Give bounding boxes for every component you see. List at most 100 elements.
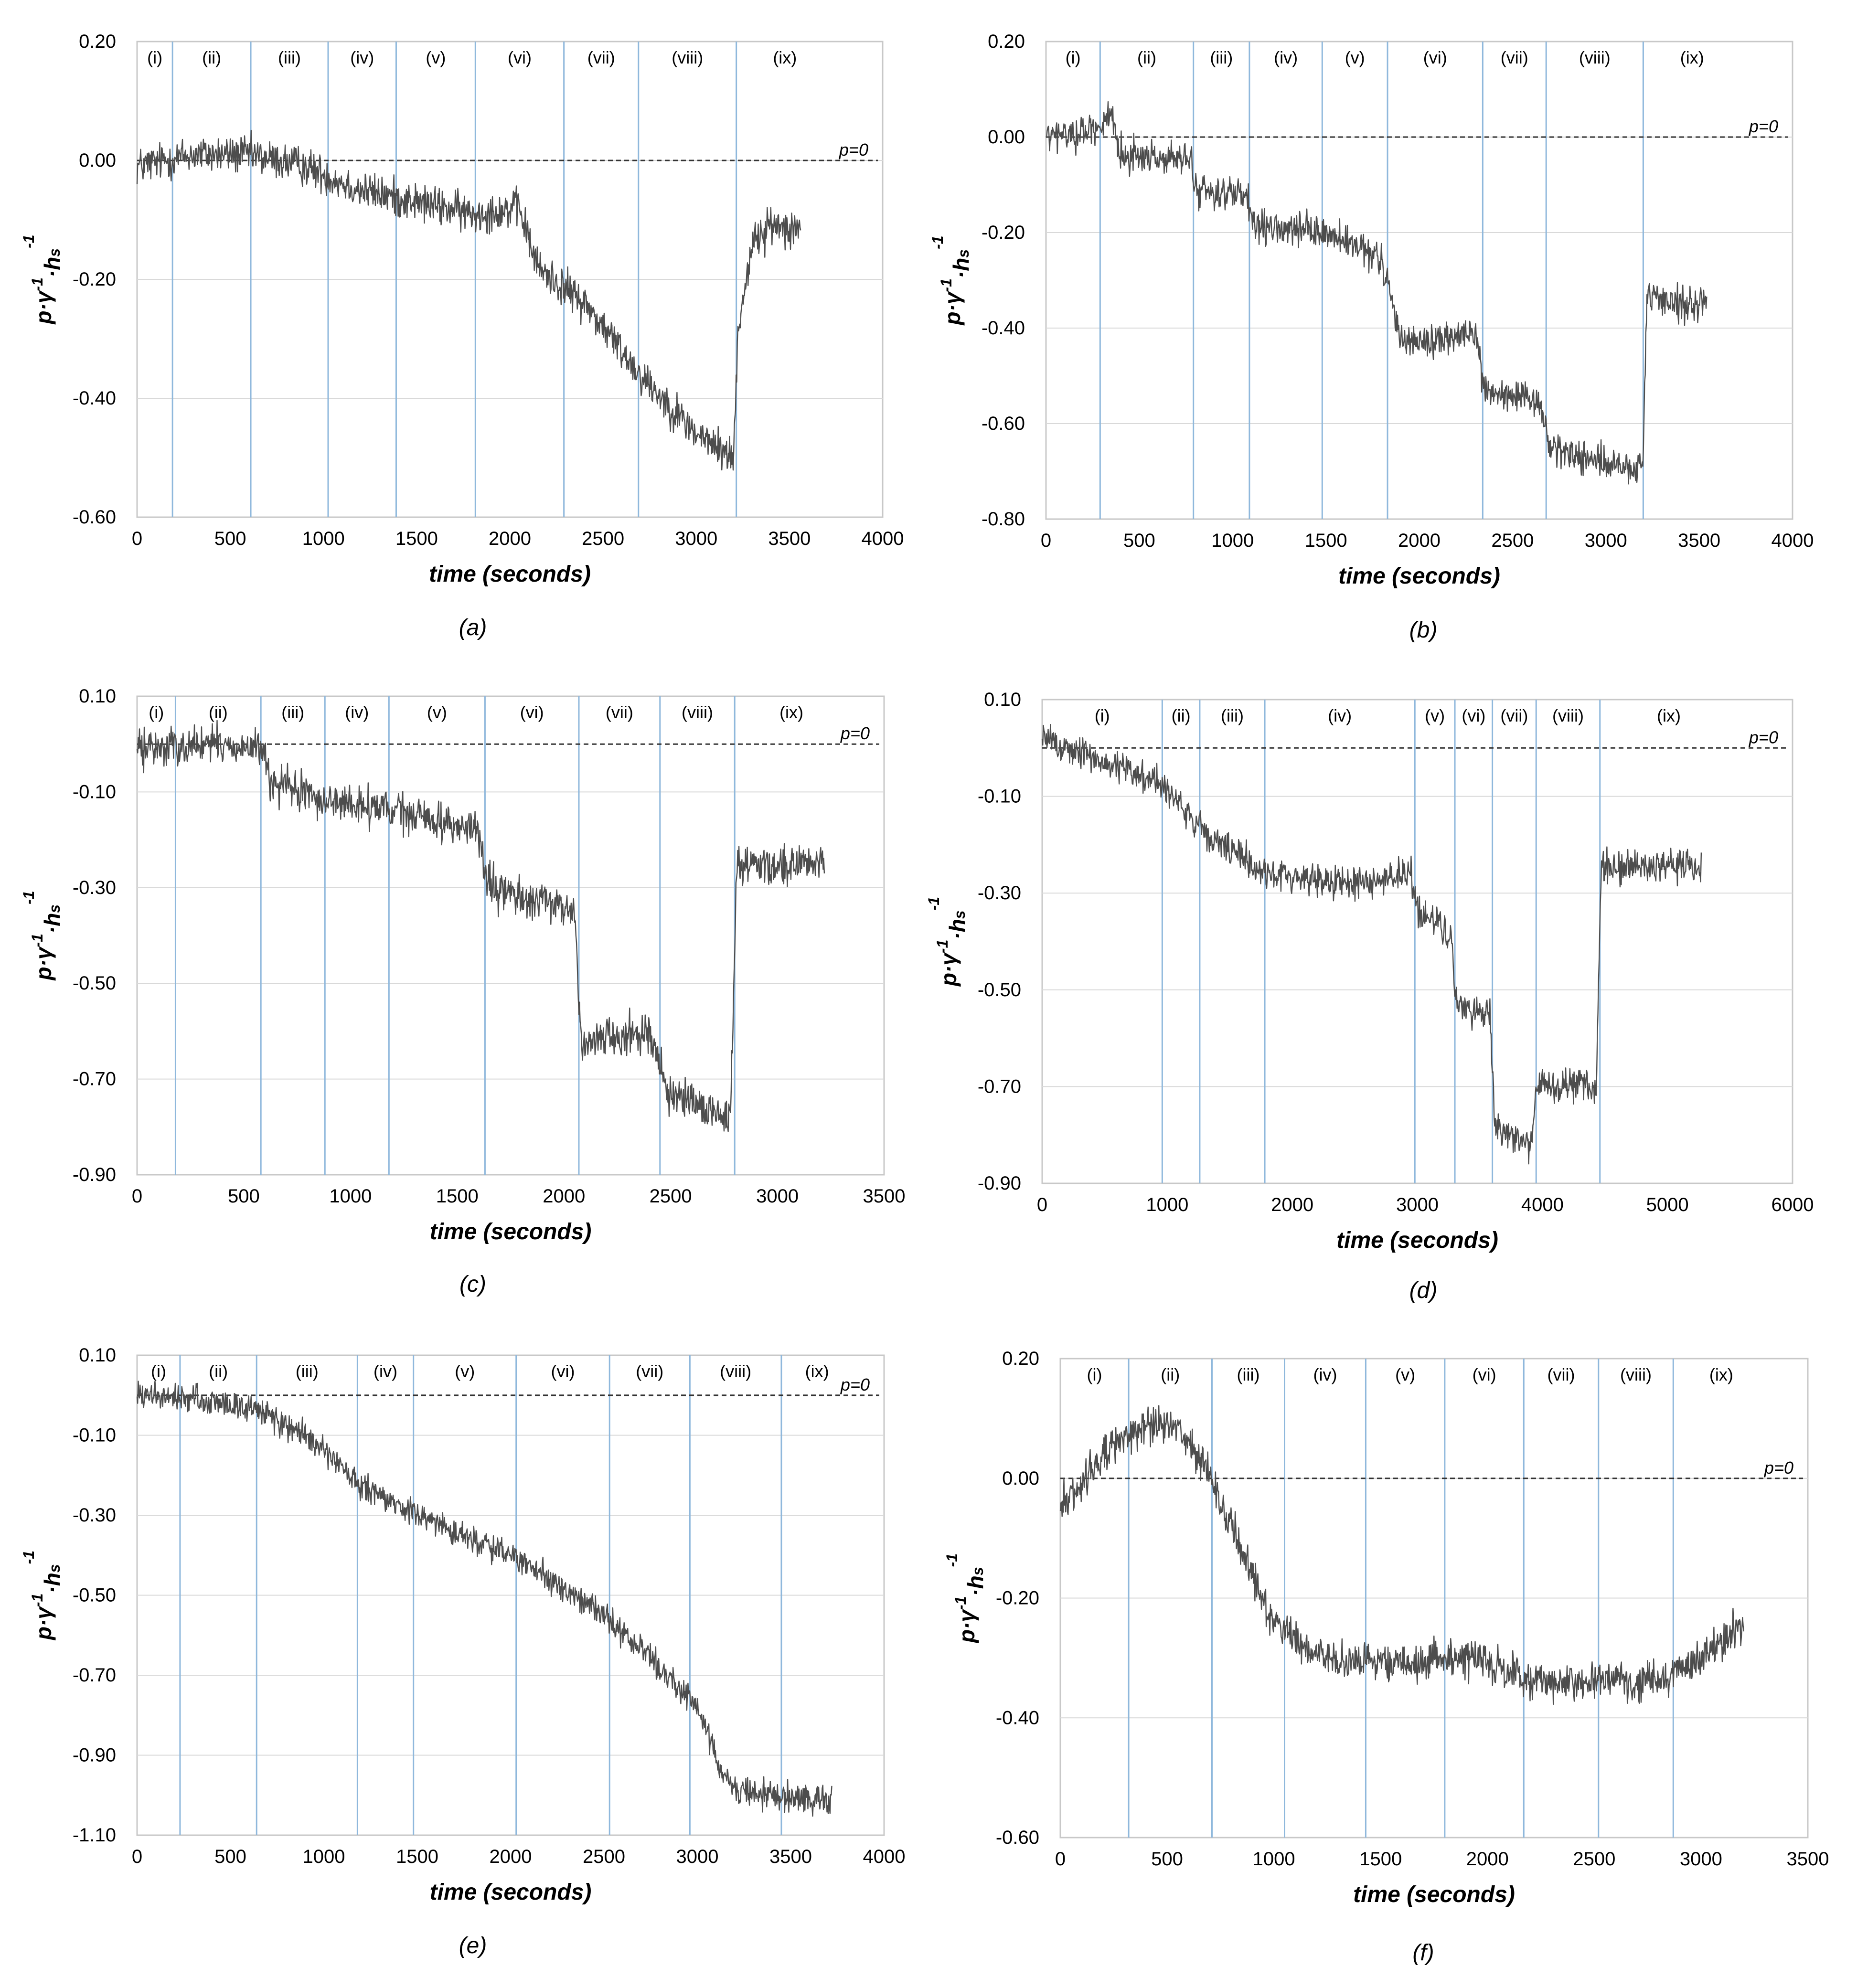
y-tick-label: -0.80 [982, 509, 1025, 530]
x-axis-title: time (seconds) [430, 1880, 592, 1905]
stage-label: (v) [1425, 706, 1445, 725]
y-tick-label: -0.40 [982, 318, 1025, 339]
stage-label: (iii) [278, 48, 301, 67]
y-tick-label: -1.10 [73, 1825, 116, 1846]
panel-d: 0.10 -0.10 -0.30 -0.50 -0.70 -0.90 0 1000 2000 30… [925, 689, 1814, 1303]
y-axis-title: p·γ-1·hs-1 [20, 234, 64, 325]
x-tick-label: 6000 [1772, 1194, 1814, 1215]
y-axis-title: p·γ-1·hs-1 [20, 891, 64, 981]
stage-label: (viii) [1579, 48, 1611, 67]
x-tick-label: 1000 [303, 1846, 345, 1867]
y-axis-title: p·γ-1·hs-1 [925, 897, 970, 987]
x-tick-label: 5000 [1646, 1194, 1689, 1215]
stage-label: (viii) [682, 702, 713, 722]
stage-label: (ix) [1680, 48, 1704, 67]
stage-label: (ii) [209, 702, 228, 722]
plot-frame [136, 695, 885, 1176]
y-tick-label: -0.20 [996, 1588, 1039, 1609]
y-tick-label: 0.00 [988, 127, 1025, 148]
y-axis-title: p·γ-1·hs-1 [20, 1551, 64, 1641]
y-tick-label: -0.90 [73, 1745, 116, 1766]
y-tick-label: -0.50 [978, 979, 1021, 1000]
y-tick-label: -0.60 [996, 1827, 1039, 1848]
stage-label: (i) [151, 1361, 166, 1381]
stage-label: (ii) [202, 48, 221, 67]
pressure-trace [136, 720, 825, 1132]
x-axis-title: time (seconds) [430, 1219, 592, 1244]
stage-label: (ix) [805, 1361, 829, 1381]
y-tick-label: -0.30 [73, 1505, 116, 1526]
plot-frame [1045, 41, 1793, 520]
y-tick-label: -0.40 [996, 1707, 1039, 1728]
y-tick-label: 0.00 [79, 150, 116, 171]
y-tick-label: -0.60 [73, 507, 116, 528]
x-tick-label: 1000 [302, 528, 345, 549]
zero-line-label: p=0 [839, 140, 868, 159]
x-tick-label: 2500 [650, 1186, 692, 1207]
stage-label: (v) [1395, 1365, 1415, 1384]
stage-label: (v) [455, 1361, 475, 1381]
pressure-trace [1045, 101, 1708, 485]
y-tick-label: -0.60 [982, 413, 1025, 434]
x-tick-label: 4000 [1521, 1194, 1564, 1215]
x-tick-label: 3500 [1787, 1849, 1829, 1870]
stage-label: (vii) [1500, 706, 1528, 725]
x-tick-label: 500 [1123, 530, 1155, 551]
y-tick-label: -0.50 [73, 973, 116, 994]
x-tick-label: 1500 [1359, 1849, 1402, 1870]
x-tick-label: 500 [214, 1846, 246, 1867]
stage-label: (vii) [606, 702, 633, 722]
panel-caption: (c) [459, 1272, 486, 1297]
stage-label: (iv) [350, 48, 374, 67]
stage-label: (v) [426, 48, 446, 67]
x-tick-label: 3000 [676, 1846, 719, 1867]
x-tick-label: 1000 [1211, 530, 1254, 551]
y-tick-label: -0.30 [73, 877, 116, 898]
stage-label: (v) [427, 702, 447, 722]
panel-e: 0.10 -0.10 -0.30 -0.50 -0.70 -0.90 -1.10 0 500 10… [20, 1345, 905, 1958]
y-tick-label: -0.50 [73, 1585, 116, 1606]
x-tick-label: 500 [1151, 1849, 1183, 1870]
y-tick-label: -0.40 [73, 388, 116, 409]
stage-label: (ix) [1657, 706, 1681, 725]
y-tick-label: 0.00 [1002, 1468, 1039, 1489]
x-tick-label: 1500 [436, 1186, 479, 1207]
x-axis-title: time (seconds) [1338, 563, 1500, 589]
y-axis-title: p·γ-1·hs-1 [943, 1553, 988, 1644]
stage-label: (iv) [1274, 48, 1298, 67]
stage-label: (ii) [1172, 706, 1191, 725]
zero-line-label: p=0 [840, 1375, 870, 1394]
stage-label: (iv) [1328, 706, 1352, 725]
stage-label: (iii) [281, 702, 304, 722]
x-tick-label: 2500 [1573, 1849, 1615, 1870]
x-tick-label: 500 [214, 528, 246, 549]
stage-label: (ii) [209, 1361, 228, 1381]
x-tick-label: 2000 [1398, 530, 1441, 551]
x-tick-label: 4000 [862, 528, 904, 549]
y-axis-title: p·γ-1·hs-1 [929, 235, 973, 326]
y-tick-label: -0.10 [978, 786, 1021, 807]
x-tick-label: 2500 [583, 1846, 625, 1867]
x-tick-label: 3500 [863, 1186, 906, 1207]
stage-label: (i) [147, 48, 162, 67]
panel-caption: (e) [459, 1933, 487, 1958]
x-tick-label: 0 [1041, 530, 1051, 551]
y-tick-label: 0.10 [79, 1345, 116, 1366]
stage-label: (vi) [520, 702, 544, 722]
stage-label: (viii) [672, 48, 703, 67]
y-tick-label: -0.20 [73, 269, 116, 290]
stage-label: (viii) [1620, 1365, 1652, 1384]
x-tick-label: 2500 [582, 528, 624, 549]
stage-label: (vi) [1473, 1365, 1496, 1384]
stage-label: (vii) [1548, 1365, 1575, 1384]
x-tick-label: 3500 [1678, 530, 1720, 551]
stage-label: (iii) [296, 1361, 319, 1381]
stage-label: (viii) [720, 1361, 751, 1381]
x-tick-label: 2000 [1271, 1194, 1313, 1215]
x-tick-label: 0 [1037, 1194, 1047, 1215]
x-tick-label: 1500 [396, 1846, 438, 1867]
panel-c: 0.10 -0.10 -0.30 -0.50 -0.70 -0.90 0 500 1000 150… [20, 686, 905, 1297]
x-axis-title: time (seconds) [1336, 1228, 1498, 1253]
panel-b: 0.20 0.00 -0.20 -0.40 -0.60 -0.80 0 500 1000 1500… [929, 31, 1814, 643]
